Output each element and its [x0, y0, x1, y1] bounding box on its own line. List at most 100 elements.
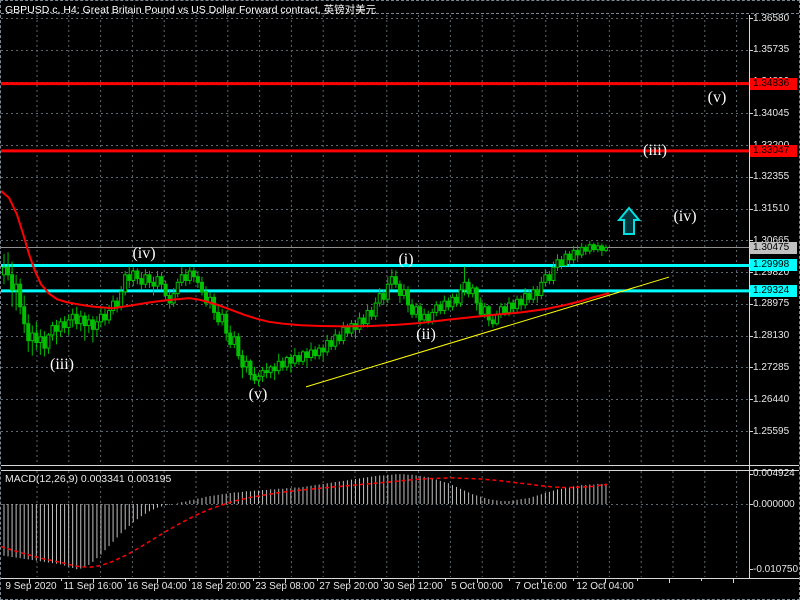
wave-label[interactable]: (i): [398, 251, 414, 268]
candle-body: [410, 304, 415, 315]
candle-body: [70, 313, 75, 321]
candle-body: [317, 347, 322, 357]
candle-body: [276, 360, 281, 372]
time-axis-label: 11 Sep 16:00: [63, 581, 123, 592]
candle-body: [268, 366, 273, 374]
wave-label[interactable]: (iii): [50, 356, 74, 373]
price-axis-label: 1.27285: [753, 361, 790, 373]
candle-body: [515, 298, 520, 310]
panel-frame: [1, 15, 799, 583]
candle-body: [10, 274, 15, 291]
candle-body: [434, 304, 439, 313]
candle-body: [127, 274, 132, 281]
candle-body: [199, 281, 204, 293]
candle-body: [591, 244, 596, 251]
candle-body: [305, 351, 309, 359]
candle-body: [531, 289, 536, 300]
candle-body: [232, 336, 237, 345]
candle-body: [418, 306, 423, 321]
candle-body: [442, 300, 447, 312]
candle-body: [313, 349, 318, 357]
candle-body: [119, 291, 124, 308]
candle-body: [191, 270, 196, 278]
wave-label[interactable]: (iv): [673, 208, 697, 225]
up-arrow-icon[interactable]: [616, 206, 642, 235]
candle-body: [284, 357, 289, 368]
candle-body: [187, 270, 192, 281]
time-axis-label: 7 Oct 16:00: [515, 581, 567, 592]
wave-label[interactable]: (ii): [416, 326, 436, 343]
candle-body: [583, 246, 588, 252]
ma-line: [1, 190, 610, 328]
candle-body: [466, 281, 471, 295]
candle-body: [296, 355, 301, 362]
candle-body: [260, 370, 265, 377]
candle-body: [292, 355, 297, 364]
candle-body: [454, 296, 459, 304]
candle-body: [103, 313, 107, 321]
macd-axis-label: 0.000000: [753, 498, 795, 510]
macd-axis-label: 0.004924: [753, 468, 795, 480]
time-axis-label: 30 Sep 12:00: [383, 581, 443, 592]
candle-body: [321, 347, 326, 353]
candle-body: [6, 266, 11, 276]
candle-body: [357, 317, 362, 330]
trendline[interactable]: [305, 276, 670, 388]
wave-label[interactable]: (iii): [643, 142, 667, 159]
candle-body: [474, 287, 479, 304]
wave-label[interactable]: (iv): [132, 245, 156, 262]
candle-body: [325, 340, 330, 353]
candle-body: [228, 332, 233, 345]
candle-body: [555, 259, 560, 268]
candle-body: [66, 319, 71, 328]
candle-body: [599, 245, 604, 251]
candle-body: [539, 281, 544, 296]
time-axis-label: 16 Sep 04:00: [127, 581, 187, 592]
window-title: GBPUSD.c, H4: Great Britain Pound vs US …: [5, 4, 377, 16]
candle-body: [272, 366, 277, 372]
candle-body: [123, 274, 128, 293]
candle-body: [430, 311, 435, 323]
candle-body: [309, 349, 314, 359]
candle-body: [82, 315, 87, 327]
candle-body: [224, 313, 229, 334]
candle-body: [369, 310, 374, 317]
wave-label[interactable]: (v): [248, 386, 268, 403]
candle-body: [381, 293, 386, 300]
candle-body: [163, 283, 168, 296]
wave-label[interactable]: (v): [707, 89, 727, 106]
candle-body: [422, 313, 427, 321]
candle-body: [478, 302, 483, 315]
candle-body: [373, 302, 378, 317]
candle-body: [46, 334, 51, 349]
candle-body: [377, 293, 382, 304]
candle-body: [171, 293, 176, 304]
price-axis-label: 1.29820: [753, 266, 790, 278]
candle-body: [587, 244, 592, 252]
candle-body: [507, 302, 511, 313]
time-axis-label: 12 Oct 04:00: [576, 581, 634, 592]
candle-body: [248, 360, 253, 375]
candle-body: [571, 249, 576, 261]
window-titlebar[interactable]: GBPUSD.c, H4: Great Britain Pound vs US …: [1, 1, 799, 16]
candle-body: [333, 334, 338, 347]
candle-body: [143, 274, 148, 285]
candle-body: [115, 300, 120, 308]
price-axis-label: 1.25595: [753, 425, 790, 437]
candle-body: [30, 332, 35, 342]
candle-body: [90, 319, 95, 330]
candle-body: [94, 321, 99, 330]
candle-body: [98, 313, 103, 323]
candle-body: [280, 360, 285, 368]
candle-body: [135, 270, 140, 280]
candle-body: [195, 276, 200, 283]
price-axis-label: 1.30665: [753, 234, 790, 246]
candle-body: [220, 313, 225, 323]
candle-body: [204, 291, 208, 304]
price-axis-label: 1.32355: [753, 171, 790, 183]
candle-body: [14, 283, 19, 291]
candle-body: [406, 289, 410, 306]
candle-body: [385, 283, 390, 300]
